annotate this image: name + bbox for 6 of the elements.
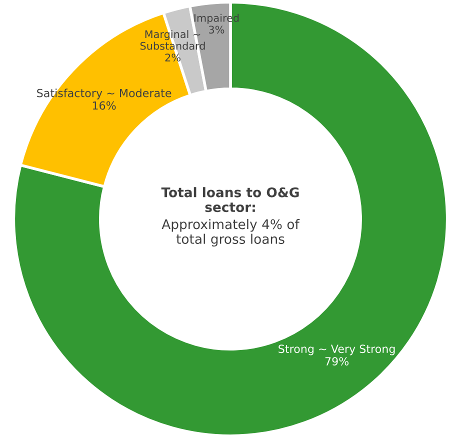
data-label: 3% (209, 26, 224, 34)
slice-label: Strong ~ Very Strong (278, 344, 395, 356)
text: Approximately 4% of total gross loans (162, 219, 300, 247)
text: Total loans to O&G sector: (161, 187, 299, 212)
data-label: 79% (325, 357, 349, 366)
data-label: 16% (92, 101, 116, 110)
